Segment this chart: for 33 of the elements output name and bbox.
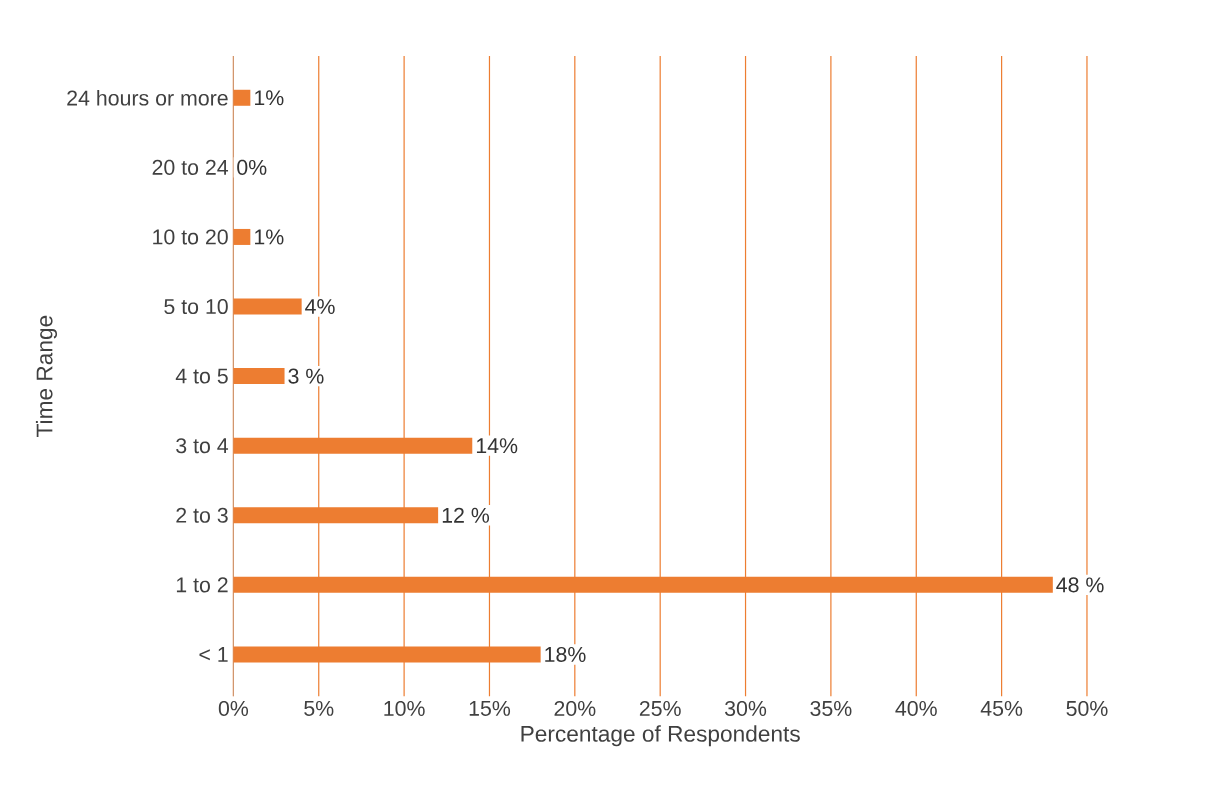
y-tick-label: 3 to 4 (176, 438, 229, 454)
y-tick-label: 24 hours or more (67, 90, 228, 106)
y-tick-label: 1 to 2 (176, 577, 228, 593)
data-label: 48 % (1056, 577, 1104, 593)
x-tick-label: 20% (554, 701, 596, 717)
data-label: 12 % (442, 507, 490, 524)
x-tick-label: 10% (384, 701, 425, 717)
data-label: 4% (305, 299, 335, 315)
x-tick-label: 40% (895, 701, 937, 717)
data-label: 1% (255, 90, 284, 106)
y-tick-label: 10 to 20 (153, 229, 228, 245)
x-tick-label: 5% (304, 701, 334, 717)
data-label: 18% (545, 647, 586, 663)
data-label: 3 % (288, 368, 324, 384)
data-label: 14% (476, 438, 518, 454)
y-tick-label: 4 to 5 (175, 368, 228, 384)
y-tick-label: 20 to 24 (152, 160, 229, 176)
x-tick-label: 25% (639, 701, 681, 717)
x-tick-label: 30% (725, 701, 767, 717)
data-label: 1% (255, 229, 284, 245)
x-tick-label: 50% (1066, 701, 1108, 717)
x-tick-label: 35% (810, 701, 852, 717)
y-tick-label: 5 to 10 (164, 299, 228, 315)
x-tick-label: 15% (469, 701, 511, 717)
x-tick-label: 45% (980, 701, 1023, 717)
bar (233, 89, 251, 106)
data-label: 0% (237, 160, 267, 176)
y-tick-label: < 1 (199, 647, 228, 662)
y-axis-title: Time Range (35, 316, 58, 438)
y-tick-label: 2 to 3 (176, 507, 228, 524)
x-tick-label: 0% (218, 701, 249, 717)
bar (233, 229, 251, 246)
x-axis-title: Percentage of Respondents (521, 725, 800, 747)
